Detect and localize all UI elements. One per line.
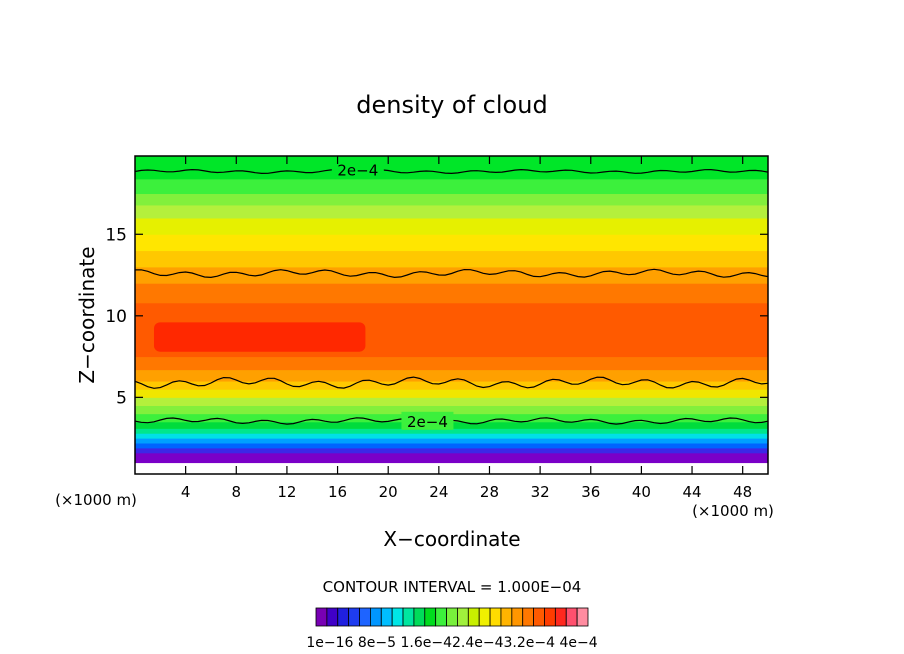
density-band-22 bbox=[135, 193, 768, 206]
colorbar-swatch-20 bbox=[533, 607, 545, 627]
density-band-9 bbox=[135, 405, 768, 415]
contour-line-1 bbox=[135, 268, 768, 279]
colorbar-swatch-6 bbox=[380, 607, 393, 627]
x-tick-label-24: 24 bbox=[429, 483, 448, 501]
density-field bbox=[135, 156, 768, 474]
y-tick-label-10: 10 bbox=[105, 307, 127, 327]
density-band-11 bbox=[135, 389, 768, 398]
colorbar-swatch-0 bbox=[315, 607, 328, 627]
contour-line-0 bbox=[135, 168, 768, 175]
colorbar-swatch-9 bbox=[413, 607, 426, 627]
contour-label-bg-0 bbox=[331, 160, 384, 179]
density-band-5 bbox=[135, 433, 768, 439]
colorbar-swatch-23 bbox=[565, 607, 578, 627]
contour-interval-label: CONTOUR INTERVAL = 1.000E−04 bbox=[323, 578, 582, 596]
x-tick-label-20: 20 bbox=[379, 483, 398, 501]
colorbar-swatch-1 bbox=[326, 607, 339, 627]
colorbar-swatch-21 bbox=[544, 607, 556, 627]
x-tick-label-44: 44 bbox=[682, 483, 701, 501]
colorbar-swatch-13 bbox=[457, 607, 469, 627]
colorbar-swatch-4 bbox=[359, 607, 371, 627]
colorbar-swatch-14 bbox=[467, 607, 480, 627]
colorbar-swatch-5 bbox=[369, 607, 382, 627]
density-band-20 bbox=[135, 217, 768, 235]
density-band-12 bbox=[135, 381, 768, 390]
colorbar bbox=[315, 607, 589, 627]
contour-labels: 2e−4 2e−4 bbox=[331, 160, 454, 431]
y-axis-label: Z−coordinate bbox=[75, 246, 99, 383]
x-tick-label-16: 16 bbox=[328, 483, 347, 501]
colorbar-swatch-2 bbox=[337, 607, 350, 627]
x-tick-label-4: 4 bbox=[181, 483, 191, 501]
y-tick-label-5: 5 bbox=[116, 388, 127, 408]
colorbar-swatch-7 bbox=[391, 607, 404, 627]
colorbar-swatch-22 bbox=[554, 607, 567, 627]
density-band-1 bbox=[135, 452, 768, 464]
colorbar-swatch-15 bbox=[478, 607, 491, 627]
density-band-21 bbox=[135, 204, 768, 219]
colorbar-swatch-10 bbox=[424, 607, 437, 627]
density-band-6 bbox=[135, 428, 768, 434]
density-band-0 bbox=[135, 462, 768, 474]
contour-line-2 bbox=[135, 376, 768, 389]
colorbar-swatch-12 bbox=[446, 607, 458, 627]
colorbar-swatch-8 bbox=[402, 607, 415, 627]
contour-label-1: 2e−4 bbox=[407, 413, 448, 431]
y-tick-label-15: 15 bbox=[105, 225, 127, 245]
density-band-19 bbox=[135, 234, 768, 252]
density-band-17 bbox=[135, 266, 768, 284]
density-band-10 bbox=[135, 397, 768, 407]
x-unit-right: (×1000 m) bbox=[692, 502, 774, 520]
density-band-3 bbox=[135, 443, 768, 449]
plot-frame bbox=[134, 155, 769, 475]
contour-label-bg-1 bbox=[401, 411, 454, 430]
density-band-24 bbox=[135, 156, 768, 180]
x-tick-label-40: 40 bbox=[632, 483, 651, 501]
colorbar-swatch-11 bbox=[435, 607, 447, 627]
y-axis-ticks: 5 10 15 bbox=[105, 225, 768, 408]
density-core bbox=[153, 322, 366, 352]
colorbar-swatch-17 bbox=[500, 607, 513, 627]
density-band-18 bbox=[135, 250, 768, 268]
x-axis-label: X−coordinate bbox=[383, 527, 520, 551]
x-tick-label-8: 8 bbox=[232, 483, 242, 501]
density-band-16 bbox=[135, 283, 768, 304]
x-tick-label-28: 28 bbox=[480, 483, 499, 501]
density-band-13 bbox=[135, 369, 768, 382]
x-tick-label-48: 48 bbox=[733, 483, 752, 501]
colorbar-swatch-24 bbox=[576, 607, 589, 627]
density-band-4 bbox=[135, 438, 768, 444]
x-tick-label-36: 36 bbox=[581, 483, 600, 501]
colorbar-swatch-3 bbox=[348, 607, 360, 627]
colorbar-tick-labels: 1e−16 8e−5 1.6e−42.4e−43.2e−4 4e−4 bbox=[306, 635, 597, 651]
contour-label-0: 2e−4 bbox=[337, 162, 378, 180]
x-tick-label-32: 32 bbox=[531, 483, 550, 501]
colorbar-swatch-18 bbox=[511, 607, 524, 627]
chart-title: density of cloud bbox=[356, 91, 547, 119]
colorbar-swatch-19 bbox=[522, 607, 534, 627]
density-band-23 bbox=[135, 178, 768, 195]
density-band-2 bbox=[135, 447, 768, 454]
x-unit-left: (×1000 m) bbox=[55, 491, 137, 509]
density-band-14 bbox=[135, 356, 768, 371]
x-axis-ticks: 4 8 12 16 20 24 28 32 36 40 44 48 bbox=[181, 156, 752, 501]
colorbar-swatch-16 bbox=[489, 607, 502, 627]
x-tick-label-12: 12 bbox=[277, 483, 296, 501]
